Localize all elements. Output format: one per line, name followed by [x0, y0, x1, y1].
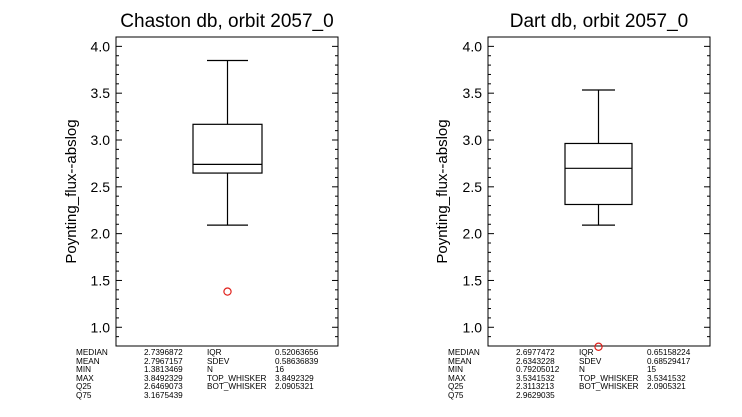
- y-axis-label-left: Poynting_flux--abslog: [63, 119, 80, 263]
- stats-cell-right: N: [579, 365, 585, 375]
- stats-cell-left: IQR: [207, 348, 222, 357]
- stats-cell-right: 2.9629035: [516, 391, 555, 400]
- stats-cell-right: MAX: [448, 373, 466, 383]
- y-tick-label-left: 4.0: [91, 38, 111, 54]
- stats-table-right: MEDIAN 2.6977472 IQR 0.65158224 MEAN 2.634322…: [448, 348, 708, 405]
- chart-title-right: Dart db, orbit 2057_0: [510, 11, 689, 32]
- chart-title-left: Chaston db, orbit 2057_0: [120, 11, 333, 32]
- stats-cell-right: 2.6343228: [516, 356, 555, 366]
- stats-cell-right: MIN: [448, 365, 464, 375]
- plot-frame-left: [115, 36, 339, 347]
- stats-cell-right: 3.5341532: [647, 373, 686, 383]
- stats-cell-left: TOP_WHISKER: [207, 373, 267, 383]
- stats-cell-left: 16: [275, 365, 285, 375]
- y-tick-label-left: 3.5: [91, 85, 111, 101]
- stats-cell-left: MAX: [76, 373, 94, 383]
- y-tick-label-left: 2.5: [91, 179, 111, 195]
- stats-cell-right: SDEV: [579, 356, 602, 366]
- stats-cell-right: MEAN: [448, 356, 472, 366]
- y-tick-label-left: 2.0: [91, 226, 111, 242]
- stats-cell-right: BOT_WHISKER: [579, 382, 639, 392]
- stats-cell-right: Q75: [448, 391, 464, 400]
- stats-cell-left: 2.7967157: [144, 356, 183, 366]
- stats-cell-left: 0.52063656: [275, 348, 319, 357]
- stats-cell-left: 3.8492329: [144, 373, 183, 383]
- plot-frame-right: [487, 36, 711, 347]
- stats-cell-left: 3.1675439: [144, 391, 183, 400]
- stats-cell-left: MEAN: [76, 356, 100, 366]
- outlier-point-right: [594, 342, 603, 351]
- y-tick-label-right: 4.0: [463, 38, 483, 54]
- stats-cell-right: TOP_WHISKER: [579, 373, 639, 383]
- y-axis-label-right: Poynting_flux--abslog: [434, 119, 451, 263]
- y-tick-label-left: 3.0: [91, 132, 111, 148]
- stats-cell-left: 2.6469073: [144, 382, 183, 392]
- stats-cell-right: MEDIAN: [448, 348, 480, 357]
- iqr-box-left: [192, 123, 263, 174]
- stats-cell-right: 15: [647, 365, 657, 375]
- stats-cell-left: 0.58636839: [275, 356, 319, 366]
- stats-cell-left: 2.0905321: [275, 382, 314, 392]
- stats-cell-left: 3.8492329: [275, 373, 314, 383]
- stats-cell-right: 2.6977472: [516, 348, 555, 357]
- y-tick-label-right: 1.0: [463, 319, 483, 335]
- stats-cell-left: MEDIAN: [76, 348, 108, 357]
- stats-cell-left: BOT_WHISKER: [207, 382, 267, 392]
- stats-table-left: MEDIAN 2.7396872 IQR 0.52063656 MEAN 2.796715…: [76, 348, 336, 405]
- outlier-point-left: [223, 287, 232, 296]
- y-tick-label-right: 1.5: [463, 272, 483, 288]
- y-tick-label-right: 2.5: [463, 179, 483, 195]
- y-tick-label-right: 3.5: [463, 85, 483, 101]
- stats-cell-right: 2.3113213: [516, 382, 555, 392]
- stats-cell-left: 1.3813469: [144, 365, 183, 375]
- stats-cell-left: Q25: [76, 382, 92, 392]
- stats-cell-right: 3.5341532: [516, 373, 555, 383]
- stats-cell-right: IQR: [579, 348, 594, 357]
- iqr-box-right: [564, 142, 633, 206]
- stats-cell-left: SDEV: [207, 356, 230, 366]
- stats-cell-left: Q75: [76, 391, 92, 400]
- stats-cell-left: MIN: [76, 365, 92, 375]
- y-tick-label-right: 3.0: [463, 132, 483, 148]
- stats-cell-left: N: [207, 365, 213, 375]
- stats-cell-right: 0.79205012: [516, 365, 560, 375]
- y-tick-label-left: 1.0: [91, 319, 111, 335]
- stats-cell-right: Q25: [448, 382, 464, 392]
- stats-cell-right: 0.65158224: [647, 348, 691, 357]
- stats-cell-right: 0.68529417: [647, 356, 691, 366]
- stats-cell-left: 2.7396872: [144, 348, 183, 357]
- stats-cell-right: 2.0905321: [647, 382, 686, 392]
- y-tick-label-left: 1.5: [91, 272, 111, 288]
- y-tick-label-right: 2.0: [463, 226, 483, 242]
